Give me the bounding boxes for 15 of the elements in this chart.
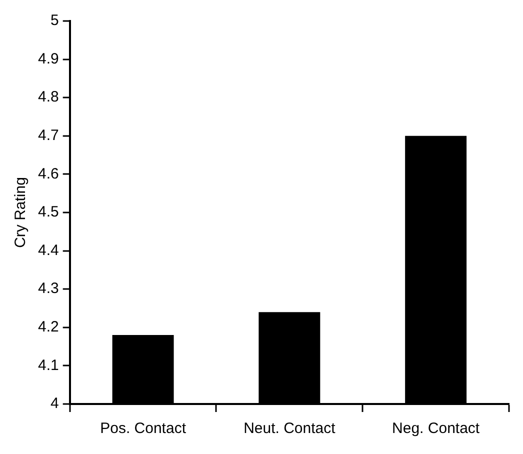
y-tick-label: 4.1: [38, 356, 59, 374]
x-tick-label: Neg. Contact: [392, 420, 480, 438]
y-tick-label: 4.2: [38, 318, 59, 336]
y-tick-label: 4.5: [38, 204, 59, 221]
y-tick-label: 4: [50, 395, 59, 412]
x-tick-label: Neut. Contact: [244, 420, 336, 438]
x-tick-label: Pos. Contact: [100, 420, 187, 438]
y-tick-label: 4.6: [38, 165, 59, 182]
y-tick-label: 4.7: [38, 127, 59, 144]
y-tick-label: 4.9: [38, 50, 59, 68]
y-tick-label: 4.8: [38, 88, 59, 106]
y-tick-label: 4.4: [38, 242, 59, 259]
y-tick-label: 5: [50, 12, 59, 30]
y-axis-title: Cry Rating: [12, 177, 30, 248]
y-tick-label: 4.3: [38, 280, 59, 298]
